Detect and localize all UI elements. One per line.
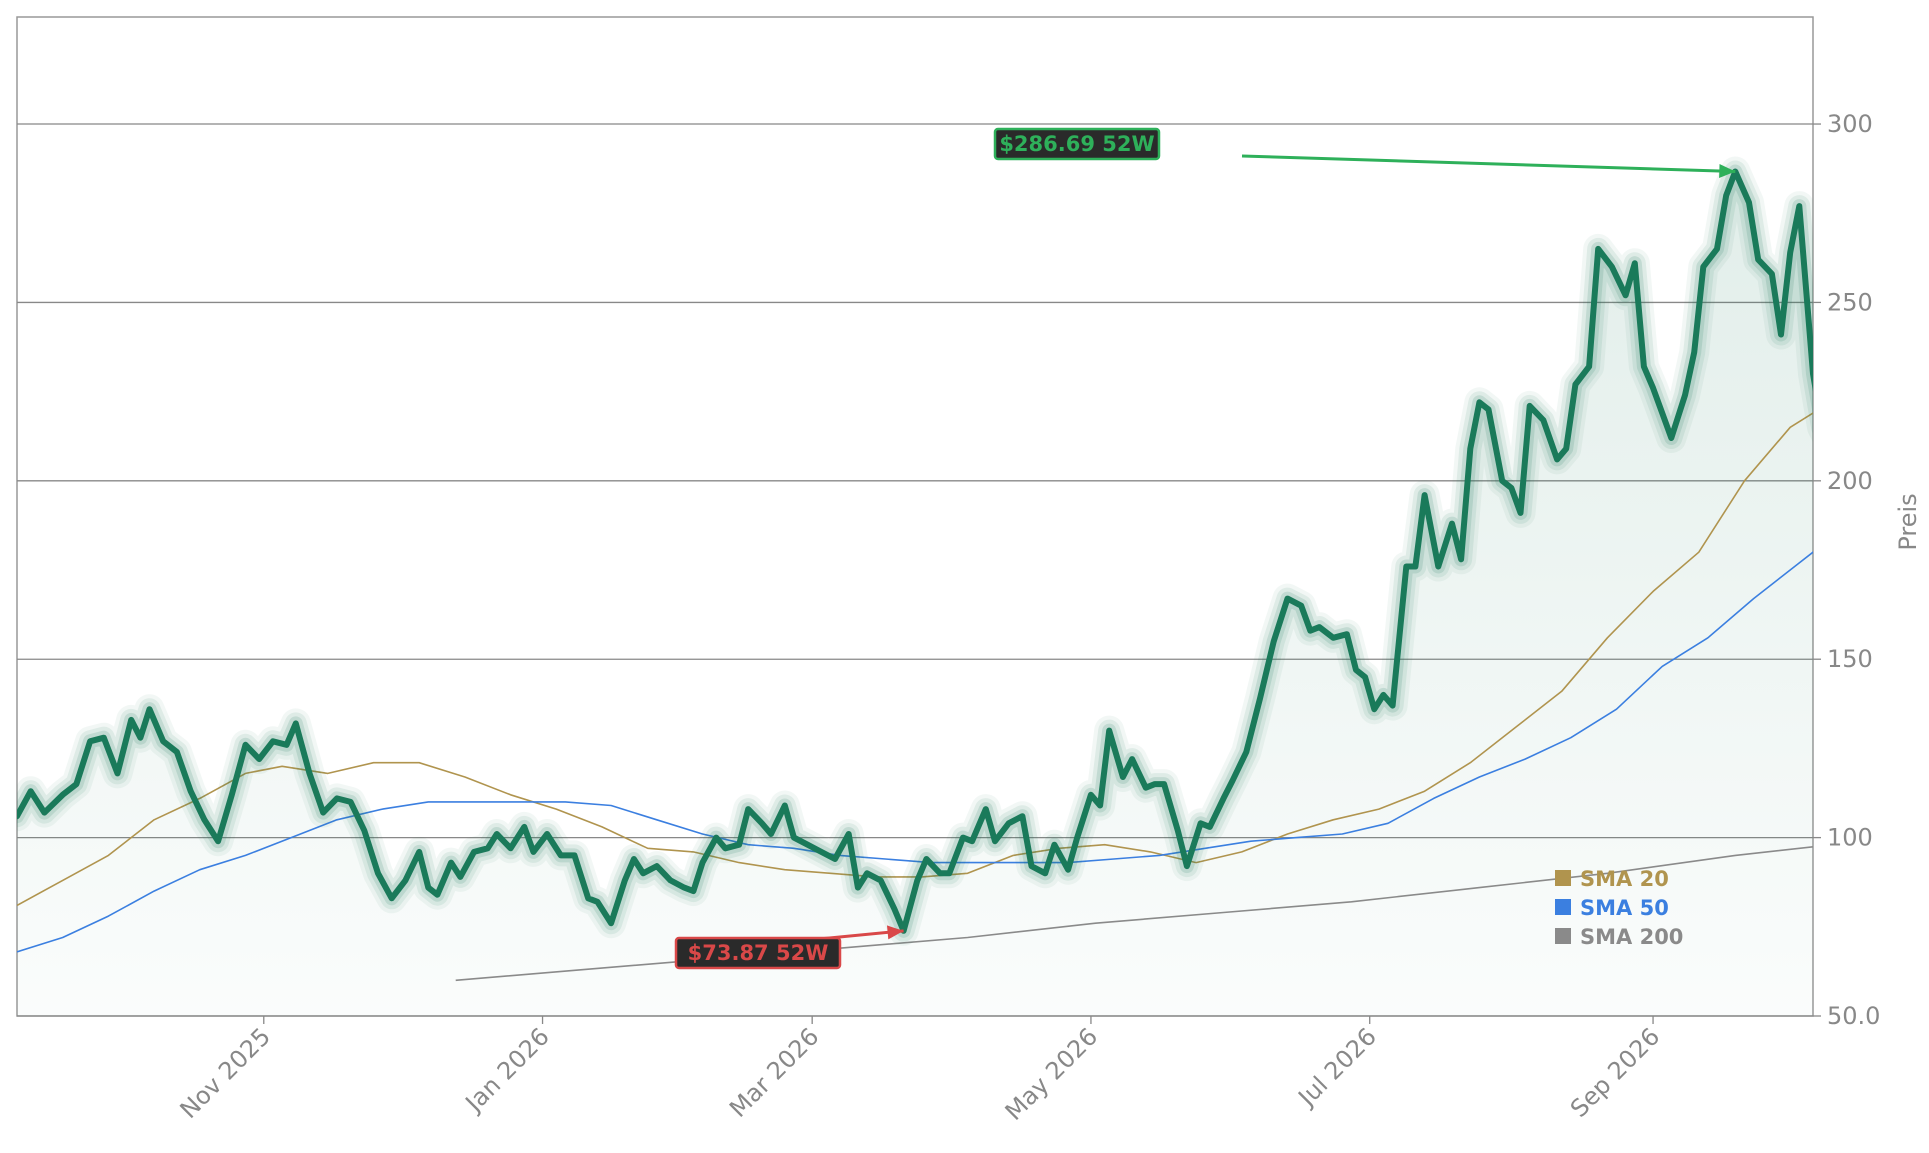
legend-swatch [1555,870,1571,886]
x-tick-label: May 2026 [1000,1022,1103,1125]
y-axis: 50.0 100 150 200 250 300 [1813,110,1880,1030]
legend-item: SMA 20 [1580,867,1669,891]
x-tick-label: Nov 2025 [175,1022,277,1124]
y-tick-label: 100 [1827,824,1873,852]
annotation-box [993,127,1161,161]
y-tick-label: 300 [1827,110,1873,138]
sma-lines [17,412,1813,982]
legend-swatch [1555,899,1571,915]
annotations: $286.69 52W $73.87 52W [674,127,1736,970]
annotation-arrow [1241,154,1736,174]
legend-item: SMA 50 [1580,896,1669,920]
price-area [17,171,1813,1016]
sma-20-line [17,412,1813,907]
y-tick-label: 200 [1827,467,1873,495]
x-tick-label: Jul 2026 [1292,1022,1382,1112]
x-tick-label: Sep 2026 [1565,1022,1665,1122]
sma-50-line [17,551,1813,953]
x-axis: Nov 2025 Jan 2026 Mar 2026 May 2026 Jul 2026… [175,1016,1665,1126]
annotation-box [674,936,842,970]
legend: SMA 20 SMA 50 SMA 200 [1555,867,1683,949]
low-52w-label: $73.87 52W [688,941,829,965]
legend-swatch [1555,928,1571,944]
annotation-arrowhead [886,925,904,940]
y-tick-label: 250 [1827,288,1873,316]
sma-200-line [455,845,1813,982]
y-axis-title: Preis [1894,493,1922,550]
annotation-arrowhead [1719,164,1736,179]
y-tick-label: 150 [1827,645,1873,673]
y-tick-label: 50.0 [1827,1002,1880,1030]
x-tick-label: Jan 2026 [459,1022,555,1118]
price-line [17,168,1813,934]
high-52w-label: $286.69 52W [999,132,1154,156]
legend-item: SMA 200 [1580,925,1683,949]
x-tick-label: Mar 2026 [724,1022,824,1122]
